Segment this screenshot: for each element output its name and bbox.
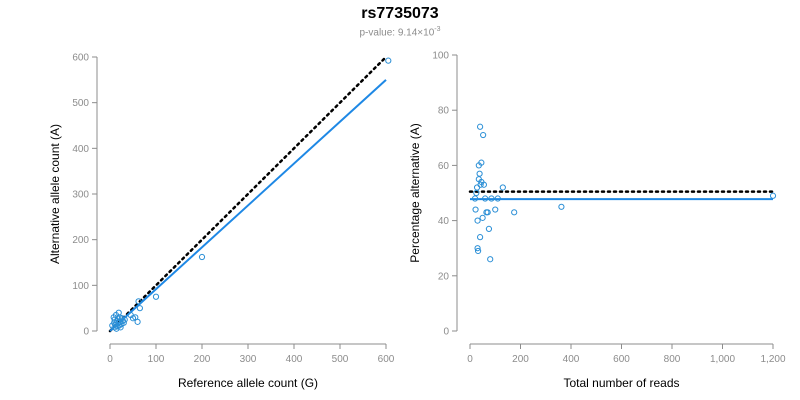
y-tick-label: 0 — [443, 327, 449, 338]
data-point — [485, 225, 493, 232]
title-block: rs7735073 p-value: 9.14×10-3 — [0, 4, 800, 39]
data-point — [120, 319, 127, 326]
expected-line — [108, 55, 388, 333]
data-point — [477, 234, 484, 241]
y-tick-label: 600 — [72, 53, 89, 64]
chart-subtitle: p-value: 9.14×10-3 — [0, 24, 800, 39]
data-point — [480, 131, 487, 139]
y-tick-label: 400 — [72, 144, 89, 155]
x-tick-label: 400 — [286, 354, 303, 365]
data-point — [474, 217, 481, 224]
x-tick-label: 0 — [107, 354, 113, 365]
x-tick-label: 200 — [194, 354, 211, 365]
data-point — [769, 192, 777, 199]
x-tick-label: 600 — [613, 354, 630, 365]
data-point — [479, 214, 486, 221]
data-point — [121, 316, 128, 323]
y-tick-label: 20 — [438, 271, 450, 282]
y-tick-label: 60 — [438, 161, 450, 172]
y-tick-label: 40 — [438, 216, 450, 227]
data-point — [117, 324, 124, 331]
data-point — [480, 181, 487, 188]
y-tick-label: 100 — [432, 51, 449, 62]
y-tick-label: 80 — [438, 106, 450, 117]
chart-panel-left: 0 100 200 300 400 500 600 0 100 200 300 400 500 600 Re… — [48, 53, 395, 391]
data-point — [499, 184, 506, 191]
y-axis-title: Percentage alternative (A) — [408, 123, 422, 262]
y-tick-label: 0 — [83, 327, 89, 338]
data-point — [473, 184, 481, 191]
data-point — [471, 195, 479, 202]
x-tick-label: 400 — [563, 354, 580, 365]
data-point — [474, 247, 482, 255]
y-tick-label: 500 — [72, 98, 89, 109]
data-point — [478, 159, 485, 166]
x-tick-label: 500 — [332, 354, 349, 365]
x-tick-label: 100 — [148, 354, 165, 365]
pvalue-text: p-value: 9.14×10 — [359, 27, 435, 39]
data-point — [198, 253, 206, 261]
chart-title: rs7735073 — [361, 5, 439, 22]
data-point — [134, 318, 141, 325]
data-point — [487, 256, 494, 263]
data-point — [494, 195, 501, 202]
x-tick-label: 600 — [378, 354, 395, 365]
x-tick-label: 800 — [664, 354, 681, 365]
x-tick-label: 300 — [240, 354, 257, 365]
data-point — [558, 203, 565, 210]
x-tick-label: 0 — [467, 354, 473, 365]
data-point — [488, 195, 495, 202]
data-point — [482, 195, 489, 202]
x-axis-title: Total number of reads — [563, 376, 679, 390]
data-point — [477, 123, 484, 130]
data-point — [492, 206, 499, 213]
y-axis-title: Alternative allele count (A) — [48, 124, 62, 264]
data-point — [115, 309, 122, 316]
pvalue-exponent: -3 — [434, 26, 441, 33]
x-tick-label: 1,200 — [760, 354, 785, 365]
data-point — [484, 209, 491, 216]
x-tick-label: 200 — [512, 354, 529, 365]
data-point — [472, 206, 479, 213]
data-point — [152, 293, 160, 300]
x-axis-title: Reference allele count (G) — [178, 376, 318, 390]
data-point — [385, 57, 392, 64]
x-tick-label: 1,000 — [710, 354, 735, 365]
y-tick-label: 300 — [72, 190, 89, 201]
y-tick-label: 100 — [72, 281, 89, 292]
data-point — [476, 170, 483, 177]
data-point — [477, 181, 484, 188]
data-point — [474, 245, 481, 252]
y-tick-label: 200 — [72, 235, 89, 246]
chart-panel-right: 0 200 400 600 800 1,000 1,200 0 20 40 60 80 100 Total… — [408, 51, 786, 391]
data-point — [511, 209, 518, 216]
data-point — [135, 298, 142, 305]
fit-line — [109, 79, 387, 332]
data-point — [136, 305, 143, 312]
